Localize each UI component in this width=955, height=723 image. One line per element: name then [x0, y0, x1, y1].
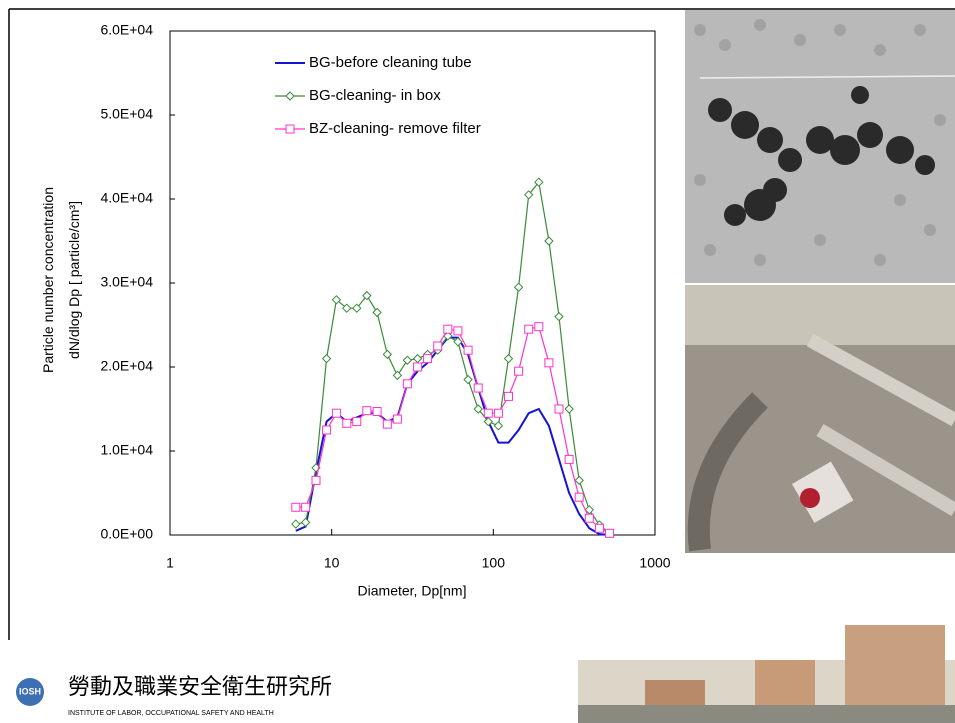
data-point	[515, 283, 523, 291]
data-point	[474, 384, 482, 392]
data-point	[403, 380, 411, 388]
data-point	[484, 409, 492, 417]
data-point	[332, 409, 340, 417]
slide: Particle number concentrationdN/dlog Dp …	[0, 0, 955, 723]
y-tick-label: 2.0E+04	[100, 358, 153, 374]
data-point	[585, 514, 593, 522]
data-point	[302, 503, 310, 511]
x-tick-label: 100	[482, 555, 506, 571]
data-point	[302, 518, 310, 526]
institute-name-en: INSTITUTE OF LABOR, OCCUPATIONAL SAFETY …	[68, 710, 274, 717]
x-axis-label: Diameter, Dp[nm]	[358, 583, 467, 599]
data-point	[312, 476, 320, 484]
data-point	[454, 338, 462, 346]
institute-name-zh: 勞動及職業安全衛生研究所	[68, 674, 332, 699]
data-point	[504, 355, 512, 363]
data-point	[414, 363, 422, 371]
data-point	[323, 355, 331, 363]
y-tick-label: 5.0E+04	[100, 106, 153, 122]
x-tick-label: 1	[166, 555, 174, 571]
y-tick-label: 4.0E+04	[100, 190, 153, 206]
data-point	[565, 405, 573, 413]
data-point	[383, 350, 391, 358]
y-tick-label: 3.0E+04	[100, 274, 153, 290]
data-point	[353, 418, 361, 426]
data-point	[555, 405, 563, 413]
series-line	[296, 327, 610, 534]
data-point	[555, 313, 563, 321]
data-point	[494, 422, 502, 430]
data-point	[515, 367, 523, 375]
data-point	[606, 529, 614, 537]
tem-photo	[685, 10, 955, 283]
data-point	[424, 355, 432, 363]
plot-frame	[170, 31, 655, 535]
y-tick-label: 1.0E+04	[100, 442, 153, 458]
y-tick-label: 6.0E+04	[100, 22, 153, 38]
data-point	[504, 392, 512, 400]
data-point	[444, 325, 452, 333]
data-point	[373, 308, 381, 316]
data-point	[292, 520, 300, 528]
series-line	[296, 182, 610, 533]
data-point	[535, 323, 543, 331]
legend-marker	[286, 92, 294, 100]
data-point	[575, 476, 583, 484]
data-point	[393, 415, 401, 423]
legend-label: BZ-cleaning- remove filter	[309, 120, 481, 137]
data-point	[383, 420, 391, 428]
data-point	[525, 325, 533, 333]
footer: IOSH 勞動及職業安全衛生研究所 INSTITUTE OF LABOR, OC…	[16, 625, 955, 723]
legend-marker	[286, 125, 294, 133]
data-point	[323, 426, 331, 434]
x-tick-label: 1000	[639, 555, 670, 571]
equipment-photo	[685, 285, 955, 553]
data-point	[575, 493, 583, 501]
data-point	[414, 355, 422, 363]
legend-label: BG-cleaning- in box	[309, 87, 441, 104]
data-point	[292, 503, 300, 511]
data-point	[595, 524, 603, 532]
data-point	[545, 359, 553, 367]
data-point	[363, 407, 371, 415]
x-tick-label: 10	[324, 555, 340, 571]
data-point	[545, 237, 553, 245]
data-point	[393, 371, 401, 379]
data-point	[343, 419, 351, 427]
data-point	[494, 409, 502, 417]
data-point	[434, 342, 442, 350]
y-tick-label: 0.0E+00	[100, 526, 153, 542]
data-point	[373, 408, 381, 416]
data-point	[464, 346, 472, 354]
series-line	[296, 338, 610, 535]
data-point	[565, 455, 573, 463]
data-point	[464, 376, 472, 384]
data-point	[454, 327, 462, 335]
legend-label: BG-before cleaning tube	[309, 54, 472, 71]
data-point	[403, 356, 411, 364]
logo-text: IOSH	[19, 686, 41, 696]
